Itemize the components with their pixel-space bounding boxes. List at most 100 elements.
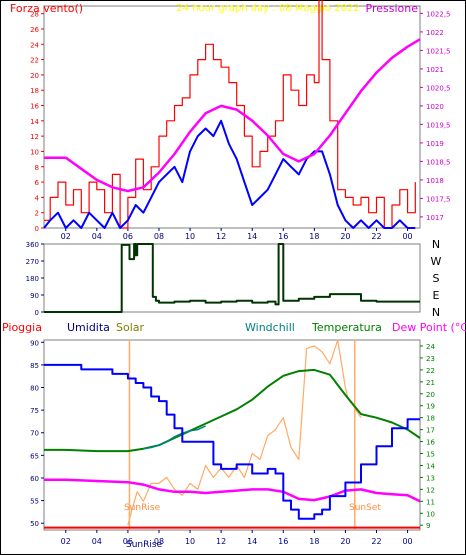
compass-label: S bbox=[433, 272, 440, 285]
temperature-tick-label: 21 bbox=[426, 379, 435, 387]
wind-pressure-plot-area bbox=[43, 5, 421, 229]
pressure-tick-label: 1018,5 bbox=[426, 158, 451, 166]
wind-tick-label: 18 bbox=[30, 87, 39, 95]
hour-tick-label: 20 bbox=[340, 232, 350, 241]
compass-label: E bbox=[433, 289, 440, 302]
hour-tick-label: 06 bbox=[123, 537, 133, 546]
humidity-tick-label: 70 bbox=[30, 430, 39, 438]
pressure-tick-label: 1019,5 bbox=[426, 121, 451, 129]
series-umidita-line bbox=[44, 363, 420, 520]
wind-tick-label: 12 bbox=[30, 133, 39, 141]
humidity-tick-label: 80 bbox=[30, 385, 39, 393]
legend-umidita: Umidita bbox=[67, 321, 110, 334]
hour-tick-label: 14 bbox=[247, 232, 257, 241]
legend-solar: Solar bbox=[116, 321, 145, 334]
hour-tick-label: 22 bbox=[371, 537, 381, 546]
pressure-tick-label: 1018 bbox=[426, 177, 444, 185]
hour-tick-label: 18 bbox=[309, 232, 319, 241]
humidity-tick-label: 55 bbox=[30, 498, 39, 506]
series-windchill-line bbox=[143, 425, 206, 450]
direction-tick-label: 180 bbox=[26, 275, 39, 283]
series-pressione-line bbox=[44, 38, 421, 193]
temperature-tick-label: 11 bbox=[426, 498, 435, 506]
humidity-tick-label: 85 bbox=[30, 362, 39, 370]
hour-tick-label: 06 bbox=[123, 232, 133, 241]
hour-tick-label: 18 bbox=[309, 537, 319, 546]
hour-tick-label: 04 bbox=[92, 537, 102, 546]
temperature-tick-label: 16 bbox=[426, 439, 435, 447]
sunrise-axis-label: SunRise bbox=[126, 540, 163, 550]
temperature-humidity-plot-area bbox=[43, 339, 421, 531]
wind-tick-label: 22 bbox=[30, 57, 39, 65]
wind-axis-title: Forza vento() bbox=[10, 2, 83, 15]
series-dew-point-c-line bbox=[44, 478, 421, 503]
temperature-tick-label: 22 bbox=[426, 367, 435, 375]
hour-tick-label: 14 bbox=[247, 537, 257, 546]
temperature-tick-label: 23 bbox=[426, 355, 435, 363]
humidity-tick-label: 75 bbox=[30, 407, 39, 415]
hour-tick-label: 00 bbox=[402, 232, 412, 241]
temperature-tick-label: 12 bbox=[426, 486, 435, 494]
hour-tick-label: 12 bbox=[216, 232, 226, 241]
hour-tick-label: 02 bbox=[61, 232, 71, 241]
compass-label: W bbox=[431, 255, 442, 268]
temperature-tick-label: 15 bbox=[426, 451, 435, 459]
wind-tick-label: 24 bbox=[30, 41, 39, 49]
temperature-tick-label: 10 bbox=[426, 510, 435, 518]
compass-label: N bbox=[432, 306, 440, 319]
wind-tick-label: 8 bbox=[35, 164, 39, 172]
wind-tick-label: 14 bbox=[30, 118, 39, 126]
hour-tick-label: 02 bbox=[61, 537, 71, 546]
wind-tick-label: 0 bbox=[35, 225, 39, 233]
wind-tick-label: 10 bbox=[30, 148, 39, 156]
compass-label: N bbox=[432, 238, 440, 251]
humidity-tick-label: 65 bbox=[30, 452, 39, 460]
sunrise-label: SunRise bbox=[124, 503, 161, 513]
temperature-tick-label: 18 bbox=[426, 415, 435, 423]
legend-dew-point: Dew Point (°C) bbox=[392, 321, 466, 334]
pressure-tick-label: 1017 bbox=[426, 214, 444, 222]
temperature-tick-label: 14 bbox=[426, 462, 435, 470]
pressure-tick-label: 1020,5 bbox=[426, 84, 451, 92]
wind-tick-label: 26 bbox=[30, 26, 39, 34]
series-forza-vento-line bbox=[44, 0, 416, 229]
pressure-tick-label: 1021 bbox=[426, 66, 444, 74]
temperature-tick-label: 9 bbox=[426, 522, 430, 530]
pressure-tick-label: 1017,5 bbox=[426, 195, 451, 203]
sunset-label: SunSet bbox=[349, 503, 381, 513]
humidity-tick-label: 60 bbox=[30, 475, 39, 483]
series-direzione-vento-line bbox=[44, 243, 420, 313]
series-solar-line bbox=[127, 339, 362, 526]
legend-pioggia: Pioggia bbox=[2, 321, 42, 334]
temperature-tick-label: 24 bbox=[426, 343, 435, 351]
wind-tick-label: 4 bbox=[35, 194, 40, 202]
temperature-tick-label: 17 bbox=[426, 427, 435, 435]
hour-tick-label: 16 bbox=[278, 537, 288, 546]
hour-tick-label: 20 bbox=[340, 537, 350, 546]
legend-windchill: Windchill bbox=[245, 321, 295, 334]
temperature-tick-label: 19 bbox=[426, 403, 435, 411]
pressure-tick-label: 1020 bbox=[426, 103, 444, 111]
pressure-tick-label: 1022,5 bbox=[426, 10, 451, 18]
direction-tick-label: 0 bbox=[35, 309, 39, 317]
wind-tick-label: 16 bbox=[30, 103, 39, 111]
direction-tick-label: 90 bbox=[30, 292, 39, 300]
legend-temperatura: Temperatura bbox=[311, 321, 382, 334]
hour-tick-label: 22 bbox=[371, 232, 381, 241]
wind-pressure-panel: Forza vento() 24 hour graph day : 08 Mag… bbox=[10, 0, 451, 241]
hour-tick-label: 10 bbox=[185, 232, 195, 241]
series-gust-line bbox=[43, 119, 416, 229]
wind-tick-label: 28 bbox=[30, 11, 39, 19]
chart-title: 24 hour graph day : 08 Maggio 2022 bbox=[176, 3, 359, 14]
hour-tick-label: 04 bbox=[92, 232, 102, 241]
temperature-tick-label: 20 bbox=[426, 391, 435, 399]
direction-tick-label: 360 bbox=[26, 241, 39, 249]
pressure-tick-label: 1019 bbox=[426, 140, 444, 148]
wind-tick-label: 2 bbox=[35, 210, 39, 218]
wind-tick-label: 6 bbox=[35, 179, 40, 187]
hour-tick-label: 12 bbox=[216, 537, 226, 546]
hour-tick-label: 10 bbox=[185, 537, 195, 546]
hour-tick-label: 08 bbox=[154, 537, 164, 546]
